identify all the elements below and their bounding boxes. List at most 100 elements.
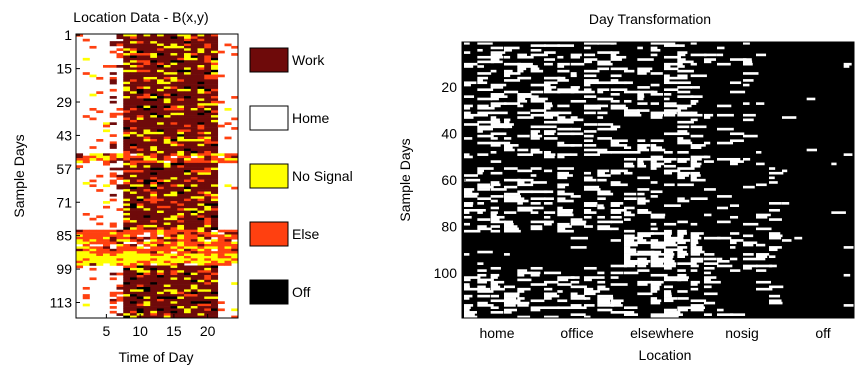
right-heatmap-cell	[570, 153, 578, 156]
right-heatmap-cell	[517, 199, 529, 203]
left-heatmap-cell	[150, 260, 158, 264]
left-heatmap-cell	[136, 203, 144, 207]
left-heatmap-cell	[224, 260, 232, 264]
left-heatmap-cell	[96, 91, 104, 94]
right-heatmap-cell	[610, 204, 620, 207]
left-heatmap-cell	[204, 127, 212, 130]
left-heatmap-cell	[136, 208, 144, 211]
legend-swatch	[249, 279, 289, 305]
left-heatmap-cell	[82, 251, 90, 254]
left-heatmap-cell	[163, 91, 171, 94]
left-heatmap-cell	[177, 119, 185, 123]
right-heatmap-cell	[557, 88, 573, 92]
left-heatmap-cell	[170, 103, 178, 106]
right-heatmap-cell	[477, 273, 487, 277]
left-heatmap-cell	[109, 112, 117, 116]
left-heatmap-cell	[184, 306, 192, 309]
left-heatmap-cell	[116, 36, 124, 40]
left-heatmap-cell	[123, 251, 131, 254]
left-heatmap-cell	[103, 205, 111, 209]
right-heatmap-cell	[490, 306, 499, 310]
left-heatmap-cell	[123, 205, 131, 209]
left-heatmap-cell	[103, 234, 111, 238]
left-heatmap-cell	[177, 134, 185, 137]
right-heatmap-cell	[570, 53, 582, 57]
left-heatmap-cell	[143, 55, 151, 59]
left-heatmap-cell	[177, 205, 185, 209]
right-heatmap-cell	[690, 246, 703, 249]
left-heatmap-cell	[123, 310, 131, 314]
right-heatmap-cell	[637, 176, 650, 180]
left-heatmap-cell	[116, 260, 124, 264]
left-heatmap-cell	[184, 177, 192, 180]
right-heatmap-cell	[843, 246, 854, 249]
left-heatmap-cell	[190, 174, 198, 178]
left-heatmap-cell	[130, 244, 138, 247]
left-heatmap-cell	[184, 186, 192, 190]
left-heatmap-cell	[82, 181, 90, 185]
left-heatmap-cell	[190, 79, 198, 83]
left-heatmap-cell	[217, 124, 225, 128]
right-heatmap-cell	[597, 151, 612, 154]
left-heatmap-cell	[130, 50, 138, 54]
left-heatmap-cell	[184, 117, 192, 121]
left-heatmap-cell	[136, 174, 144, 178]
left-heatmap-cell	[157, 93, 165, 97]
right-heatmap-cell	[570, 132, 584, 136]
left-heatmap-cell	[211, 179, 219, 183]
left-heatmap-cell	[177, 270, 185, 273]
right-heatmap-cell	[584, 315, 591, 319]
left-heatmap-cell	[184, 239, 192, 242]
left-heatmap-cell	[204, 60, 212, 63]
left-heatmap-cell	[130, 286, 138, 290]
right-heatmap-cell	[610, 304, 623, 307]
left-heatmap-cell	[190, 282, 198, 285]
left-heatmap-cell	[143, 100, 151, 104]
left-heatmap-cell	[177, 122, 185, 125]
right-heatmap-cell	[517, 197, 525, 201]
left-heatmap-cell	[150, 53, 158, 56]
left-heatmap-cell	[204, 246, 212, 250]
left-heatmap-cell	[150, 258, 158, 262]
left-heatmap-cell	[177, 117, 185, 121]
left-heatmap-cell	[163, 79, 171, 83]
right-heatmap-cell	[477, 197, 492, 201]
right-heatmap-cell	[677, 248, 683, 252]
left-heatmap-cell	[197, 122, 205, 125]
left-heatmap-cell	[231, 315, 239, 319]
left-heatmap-cell	[136, 79, 144, 83]
left-heatmap-cell	[157, 246, 165, 250]
right-heatmap-cell	[730, 269, 741, 272]
right-heatmap-cell	[477, 294, 490, 298]
left-heatmap-cell	[231, 244, 239, 247]
left-heatmap-cell	[197, 310, 205, 314]
legend-label: Work	[292, 52, 325, 68]
left-heatmap-cell	[157, 255, 165, 259]
left-heatmap-cell	[204, 141, 212, 145]
left-heatmap-cell	[109, 155, 117, 159]
right-heatmap-cell	[743, 58, 752, 61]
right-heatmap-cell	[637, 239, 647, 242]
right-heatmap-cell	[477, 65, 484, 68]
left-heatmap-cell	[157, 298, 165, 302]
left-heatmap-cell	[177, 57, 185, 61]
left-heatmap-cell	[130, 117, 138, 121]
left-heatmap-cell	[163, 122, 171, 125]
left-heatmap-cell	[170, 38, 178, 42]
right-heatmap-cell	[610, 220, 624, 224]
left-heatmap-cell	[177, 217, 185, 221]
right-heatmap-cell	[664, 260, 675, 263]
left-heatmap-cell	[157, 72, 165, 75]
right-heatmap-cell	[650, 222, 657, 226]
right-heatmap-cell	[504, 74, 511, 78]
right-heatmap-cell	[769, 232, 781, 235]
left-heatmap-cell	[157, 313, 165, 316]
left-heatmap-cell	[82, 246, 90, 250]
right-heatmap-cell	[650, 72, 663, 75]
right-heatmap-cell	[464, 253, 470, 256]
right-heatmap-cell	[597, 116, 604, 119]
right-heatmap-cell	[624, 218, 631, 221]
right-heatmap-cell	[756, 255, 768, 258]
left-heatmap-cell	[204, 143, 212, 147]
right-heatmap-cell	[584, 79, 599, 82]
